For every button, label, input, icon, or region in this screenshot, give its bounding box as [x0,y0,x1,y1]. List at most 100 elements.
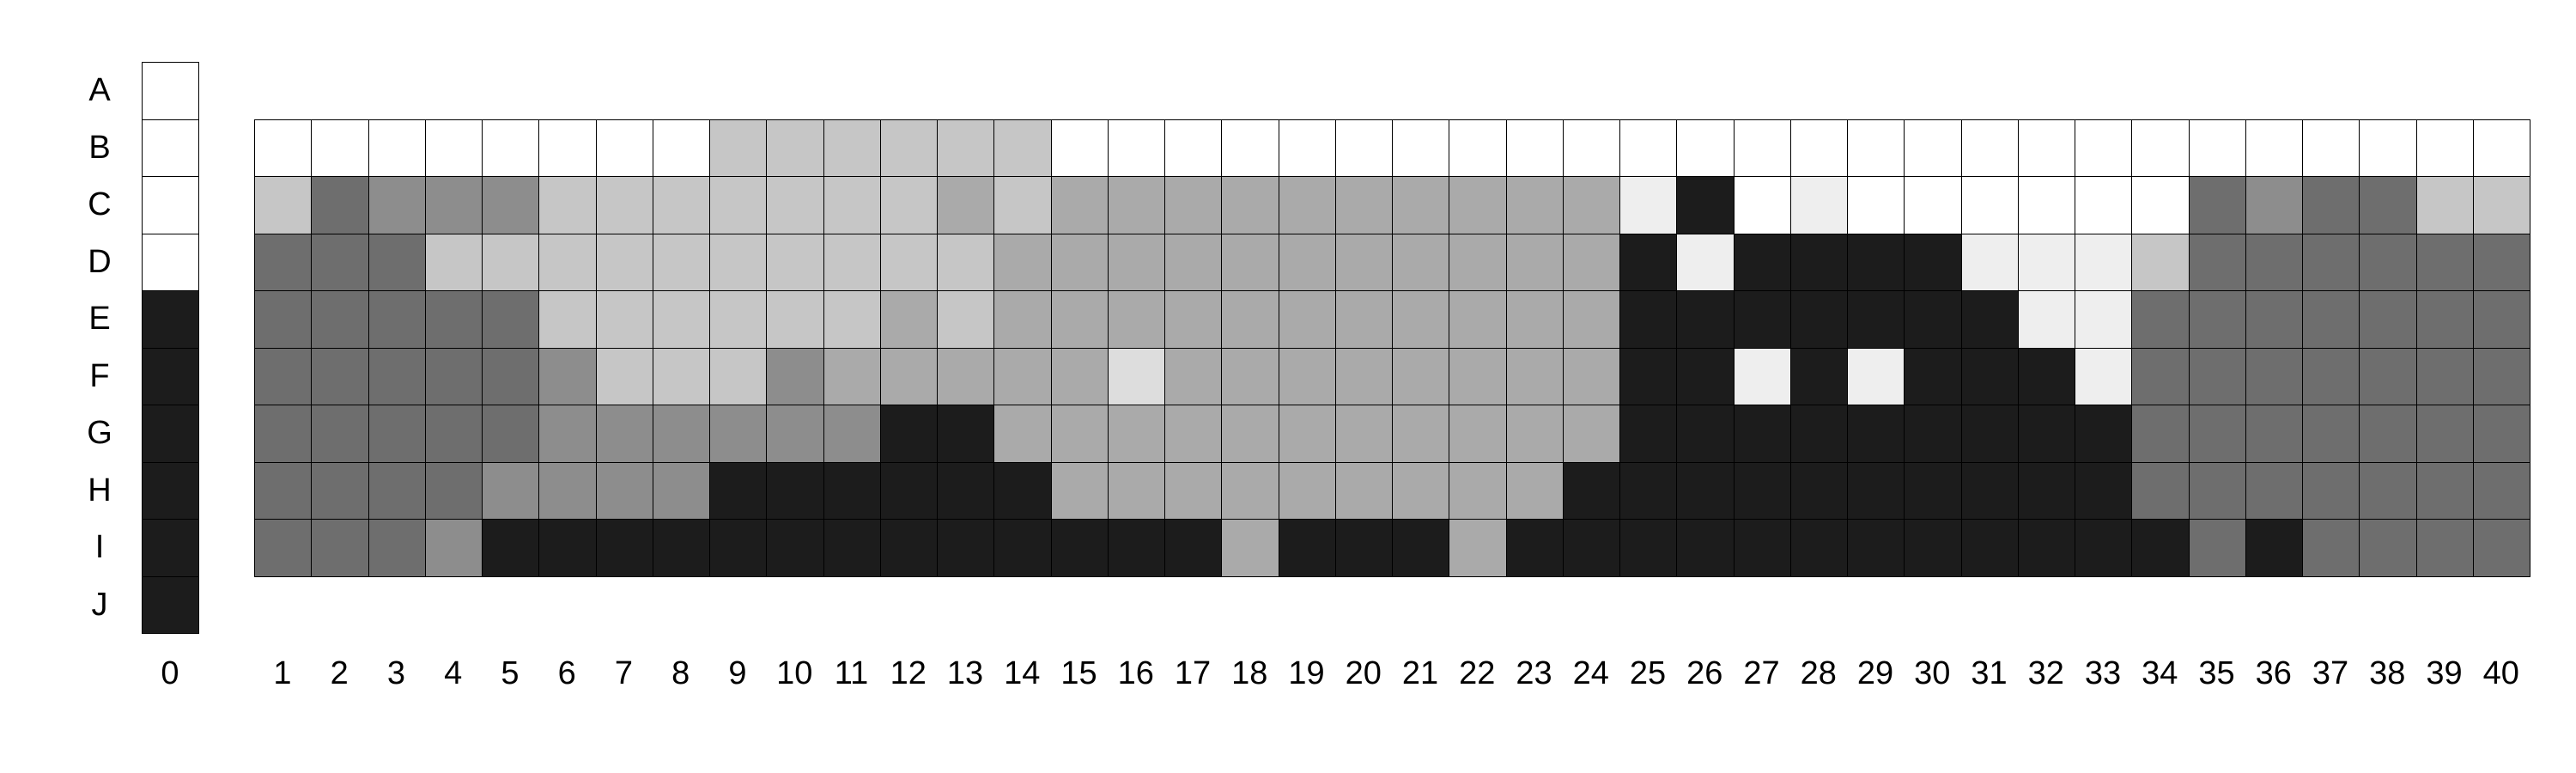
grid-cell-h-11 [823,461,881,520]
grid-cell-e-23 [1505,290,1564,349]
grid-cell-c-11 [823,176,881,234]
grid-cell-g-35 [2188,405,2246,463]
row-label-a: A [88,72,111,109]
grid-cell-c-40 [2472,176,2530,234]
grid-cell-e-2 [311,290,369,349]
grid-cell-d-16 [1107,233,1165,291]
grid-cell-c-17 [1164,176,1223,234]
grid-cell-f-16 [1107,347,1165,405]
grid-cell-b-37 [2302,119,2360,177]
grid-cell-i-40 [2472,519,2530,577]
grid-cell-b-39 [2415,119,2474,177]
grid-cell-b-4 [424,119,483,177]
row-label-b: B [88,129,111,166]
grid-cell-g-37 [2302,405,2360,463]
grid-cell-f-9 [709,347,768,405]
grid-cell-e-11 [823,290,881,349]
grid-cell-c-4 [424,176,483,234]
grid-cell-c-37 [2302,176,2360,234]
grid-cell-b-7 [595,119,653,177]
grid-cell-g-11 [823,405,881,463]
grid-cell-f-30 [1904,347,1962,405]
grid-cell-i-7 [595,519,653,577]
grid-cell-h-37 [2302,461,2360,520]
column-label-7: 7 [614,655,634,691]
grid-cell-h-2 [311,461,369,520]
grid-cell-e-40 [2472,290,2530,349]
grid-cell-b-26 [1676,119,1735,177]
grid-cell-i-10 [766,519,824,577]
column-label-20: 20 [1345,655,1382,691]
grid-cell-h-36 [2245,461,2303,520]
grid-cell-h-31 [1960,461,2019,520]
grid-cell-g-8 [652,405,710,463]
grid-cell-g-32 [2017,405,2075,463]
grid-cell-c-39 [2415,176,2474,234]
grid-cell-i-5 [482,519,540,577]
grid-cell-i-29 [1847,519,1905,577]
grid-cell-e-18 [1221,290,1279,349]
grid-cell-b-34 [2131,119,2190,177]
grid-cell-e-29 [1847,290,1905,349]
grid-cell-f-12 [879,347,938,405]
grid-cell-c-30 [1904,176,1962,234]
grid-cell-g-31 [1960,405,2019,463]
grid-cell-f-31 [1960,347,2019,405]
grid-cell-i-26 [1676,519,1735,577]
grid-cell-b-24 [1562,119,1620,177]
grid-cell-e-27 [1733,290,1791,349]
grid-cell-i-32 [2017,519,2075,577]
grid-cell-i-18 [1221,519,1279,577]
key-cell-e [142,290,200,349]
grid-cell-c-16 [1107,176,1165,234]
row-label-e: E [88,301,111,338]
grid-cell-b-9 [709,119,768,177]
grid-cell-f-35 [2188,347,2246,405]
column-label-19: 19 [1288,655,1325,691]
grid-cell-b-32 [2017,119,2075,177]
grid-cell-h-30 [1904,461,1962,520]
grid-cell-e-35 [2188,290,2246,349]
grid-cell-c-33 [2075,176,2133,234]
grid-cell-d-18 [1221,233,1279,291]
grid-cell-c-2 [311,176,369,234]
grid-cell-g-38 [2359,405,2417,463]
grid-cell-h-8 [652,461,710,520]
grid-cell-i-33 [2075,519,2133,577]
grid-cell-h-16 [1107,461,1165,520]
grid-cell-e-4 [424,290,483,349]
grid-cell-h-5 [482,461,540,520]
grid-cell-f-33 [2075,347,2133,405]
grid-cell-b-5 [482,119,540,177]
grid-cell-i-23 [1505,519,1564,577]
grid-cell-i-20 [1334,519,1393,577]
grid-cell-e-25 [1619,290,1678,349]
grid-cell-d-26 [1676,233,1735,291]
grid-cell-b-31 [1960,119,2019,177]
grid-cell-d-3 [368,233,426,291]
grid-cell-b-14 [993,119,1052,177]
grid-cell-e-20 [1334,290,1393,349]
grid-cell-c-1 [254,176,313,234]
grid-cell-h-34 [2131,461,2190,520]
grid-cell-d-31 [1960,233,2019,291]
grid-cell-h-40 [2472,461,2530,520]
grid-cell-i-15 [1050,519,1109,577]
grid-cell-e-39 [2415,290,2474,349]
column-label-4: 4 [444,655,463,691]
grid-cell-h-33 [2075,461,2133,520]
grid-cell-d-9 [709,233,768,291]
grid-cell-d-21 [1392,233,1450,291]
grid-cell-h-21 [1392,461,1450,520]
grid-cell-e-37 [2302,290,2360,349]
grid-cell-f-39 [2415,347,2474,405]
grid-cell-f-8 [652,347,710,405]
grid-cell-d-19 [1278,233,1336,291]
grid-cell-b-1 [254,119,313,177]
column-label-15: 15 [1060,655,1097,691]
grid-cell-i-21 [1392,519,1450,577]
grid-cell-h-13 [937,461,995,520]
grid-cell-i-34 [2131,519,2190,577]
grid-cell-i-11 [823,519,881,577]
grid-cell-c-25 [1619,176,1678,234]
